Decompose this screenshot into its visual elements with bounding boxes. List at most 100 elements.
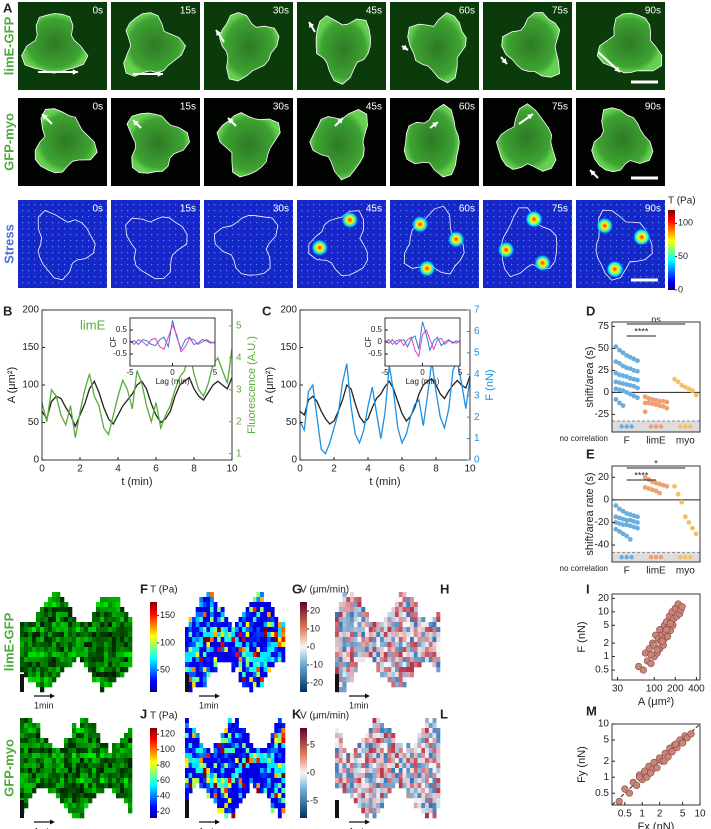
vector-dot bbox=[163, 240, 165, 242]
vector-dot bbox=[313, 234, 315, 236]
kymo-pixel bbox=[391, 657, 396, 663]
y-tick-label: -0.5 bbox=[113, 349, 127, 358]
kymo-pixel bbox=[36, 637, 41, 643]
vector-dot bbox=[64, 252, 66, 254]
kymo-pixel bbox=[116, 622, 121, 628]
kymo-pixel bbox=[20, 763, 25, 769]
dot bbox=[686, 386, 692, 392]
kymo-pixel bbox=[192, 627, 196, 633]
kymo-pixel bbox=[48, 753, 53, 759]
kymo-pixel bbox=[68, 622, 73, 628]
kymo-pixel bbox=[108, 763, 113, 769]
kymo-pixel bbox=[242, 753, 246, 759]
kymo-pixel bbox=[48, 768, 53, 774]
kymo-pixel bbox=[383, 652, 388, 658]
kymo-pixel bbox=[96, 652, 101, 658]
kymo-pixel bbox=[270, 642, 275, 648]
kymo-pixel bbox=[402, 617, 407, 623]
micrograph: 75s bbox=[483, 98, 572, 186]
kymo-pixel bbox=[108, 607, 113, 613]
y2-tick-label: 1 bbox=[474, 433, 480, 444]
kymo-pixel bbox=[249, 602, 254, 608]
kymo-pixel bbox=[60, 607, 65, 613]
kymo-pixel bbox=[28, 657, 33, 663]
vector-dot bbox=[436, 282, 438, 284]
dot bbox=[653, 480, 659, 486]
kymo-pixel bbox=[48, 652, 53, 658]
y-tick-label: 2 bbox=[603, 638, 609, 649]
kymo-pixel bbox=[357, 748, 362, 754]
kymo-pixel bbox=[192, 778, 196, 784]
time-label: 15s bbox=[180, 6, 196, 17]
kymo-pixel bbox=[188, 728, 193, 734]
vector-dot bbox=[460, 222, 462, 224]
kymo-pixel bbox=[28, 778, 33, 784]
kymo-pixel bbox=[252, 783, 257, 789]
kymo-pixel bbox=[383, 758, 388, 764]
kymo-pixel bbox=[192, 748, 196, 754]
point bbox=[672, 740, 680, 748]
vector-dot bbox=[157, 210, 159, 212]
vector-dot bbox=[628, 270, 630, 272]
kymo-pixel bbox=[353, 748, 358, 754]
kymo-pixel bbox=[96, 738, 101, 744]
vector-dot bbox=[664, 210, 666, 212]
y-tick-label: 50 bbox=[286, 417, 298, 428]
x-tick-label: 4 bbox=[115, 464, 121, 475]
kymo-pixel bbox=[260, 763, 264, 769]
colorbar-tick-label: 20 bbox=[160, 806, 170, 816]
kymo-pixel bbox=[40, 667, 45, 673]
kymo-pixel bbox=[338, 602, 343, 608]
vector-dot bbox=[232, 222, 234, 224]
kymo-pixel bbox=[104, 602, 109, 608]
kymo-pixel bbox=[235, 647, 239, 653]
kymo-pixel bbox=[361, 637, 366, 643]
vector-dot bbox=[424, 240, 426, 242]
vector-dot bbox=[523, 228, 525, 230]
axes-frame bbox=[611, 465, 701, 563]
kymo-pixel bbox=[52, 788, 57, 794]
vector-dot bbox=[28, 264, 30, 266]
kymo-pixel bbox=[128, 768, 133, 774]
vector-dot bbox=[268, 234, 270, 236]
kymo-pixel bbox=[224, 748, 229, 754]
vector-dot bbox=[100, 240, 102, 242]
vector-dot bbox=[64, 210, 66, 212]
kymo-pixel bbox=[76, 798, 81, 804]
kymo-pixel bbox=[112, 632, 117, 638]
vector-dot bbox=[664, 240, 666, 242]
kymo-pixel bbox=[220, 768, 225, 774]
kymo-pixel bbox=[60, 798, 65, 804]
vector-dot bbox=[325, 222, 327, 224]
vector-dot bbox=[424, 246, 426, 248]
vector-dot bbox=[511, 240, 513, 242]
kymo-pixel bbox=[185, 753, 189, 759]
vector-dot bbox=[385, 216, 387, 218]
vector-dot bbox=[151, 264, 153, 266]
vector-dot bbox=[511, 216, 513, 218]
time-label: 75s bbox=[552, 102, 568, 113]
kymo-pixel bbox=[436, 778, 441, 784]
kymo-pixel bbox=[40, 677, 45, 683]
vector-dot bbox=[448, 276, 450, 278]
kymo-pixel bbox=[391, 733, 396, 739]
kymo-pixel bbox=[217, 622, 221, 628]
kymo-pixel bbox=[108, 627, 113, 633]
vector-dot bbox=[220, 228, 222, 230]
kymo-pixel bbox=[421, 617, 426, 623]
kymo-pixel bbox=[365, 758, 369, 764]
kymo-pixel bbox=[88, 627, 93, 633]
vector-dot bbox=[361, 228, 363, 230]
vector-dot bbox=[46, 264, 48, 266]
vector-dot bbox=[586, 264, 588, 266]
vector-dot bbox=[406, 282, 408, 284]
vector-dot bbox=[325, 258, 327, 260]
kymo-pixel bbox=[48, 637, 53, 643]
kymo-pixel bbox=[100, 657, 105, 663]
vector-dot bbox=[511, 264, 513, 266]
y-tick-label: 1 bbox=[603, 772, 609, 783]
kymo-pixel bbox=[76, 642, 81, 648]
vector-dot bbox=[226, 228, 228, 230]
kymo-pixel bbox=[425, 743, 429, 749]
